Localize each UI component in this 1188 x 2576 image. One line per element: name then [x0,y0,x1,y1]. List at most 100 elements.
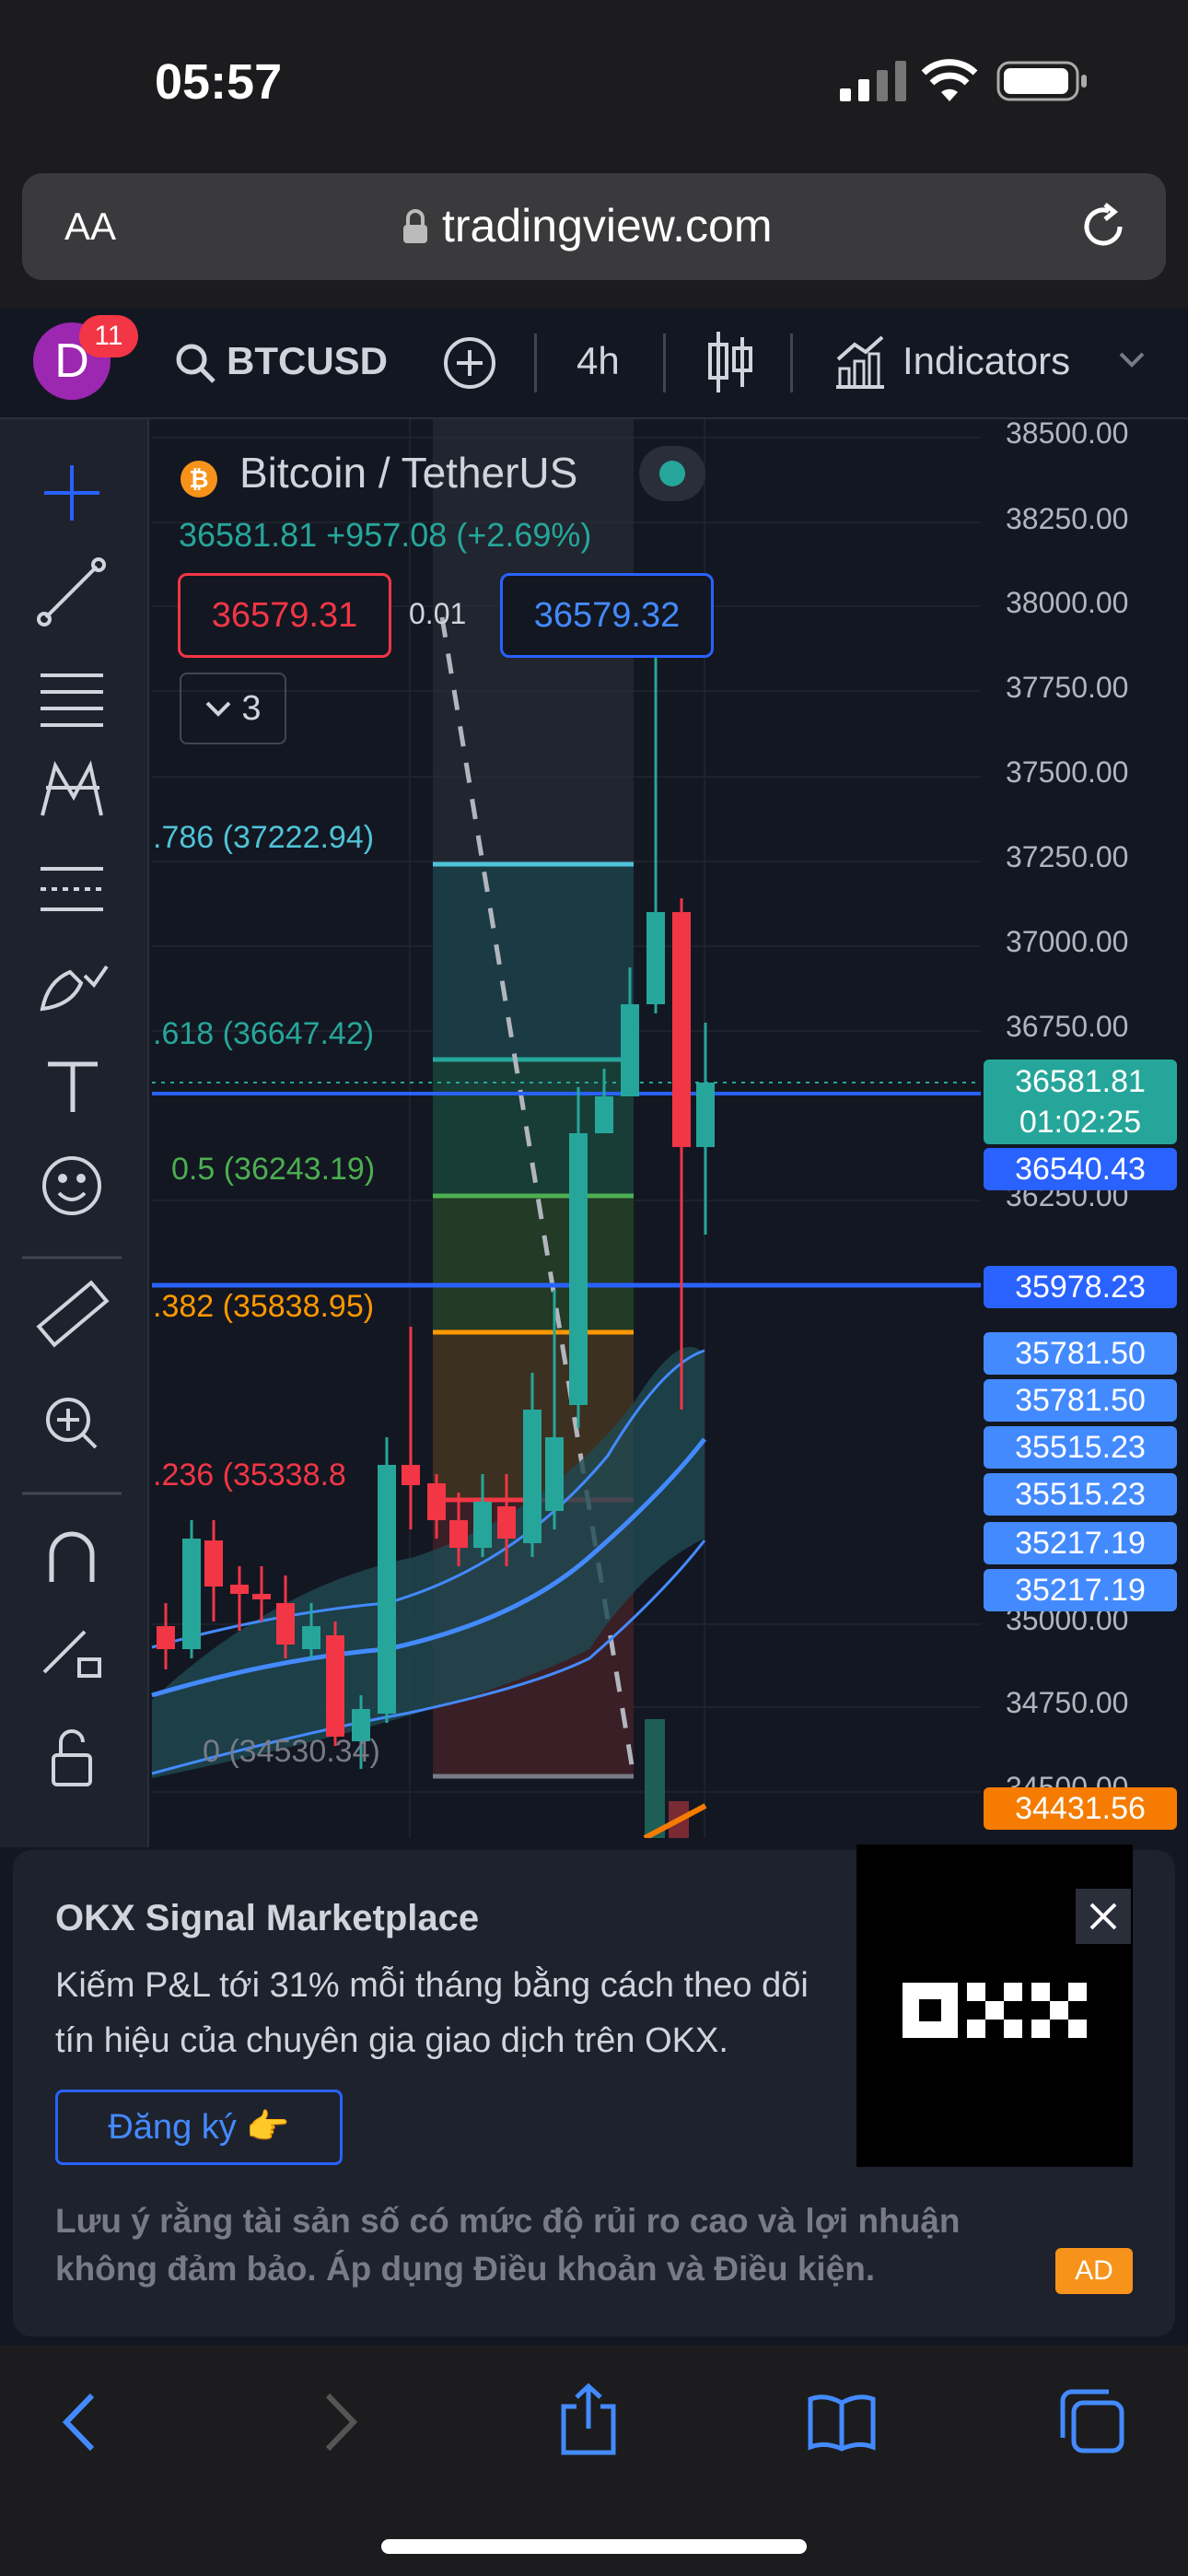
candle-body [473,1502,492,1548]
notification-badge: 11 [79,315,138,357]
clock: 05:57 [155,54,283,110]
fib-label-236: .236 (35338.8 [153,1458,346,1493]
emoji-icon [42,1156,101,1215]
chevron-down-icon [206,701,231,717]
bookmarks-icon[interactable] [807,2392,877,2453]
price-line-label: 35978.23 [984,1266,1177,1308]
trend-line-icon [37,557,106,626]
candle-body [545,1437,564,1511]
candle-body [646,912,665,1004]
band-label: 35515.23 [984,1426,1177,1469]
fib-label-0: 0 (34530.34) [203,1734,380,1769]
drawing-toolbar [0,419,149,1847]
current-price: 36581.81 [1015,1064,1146,1099]
back-icon[interactable] [61,2392,98,2453]
signal-icon [840,61,906,101]
candle-body [449,1520,468,1548]
brush-icon [40,965,109,1012]
ad-body-line: tín hiệu của chuyên gia giao dịch trên O… [55,2021,728,2060]
candle-body [621,1004,639,1096]
candle-body [204,1540,223,1587]
signup-button[interactable]: Đăng ký 👉 [55,2090,343,2165]
ad-disclaimer: Lưu ý rằng tài sản số có mức độ rủi ro c… [55,2202,961,2240]
volume-bar [645,1719,665,1838]
chevron-down-icon[interactable] [1118,350,1146,369]
buy-button[interactable]: 36579.32 [500,573,714,658]
band-upper [151,1349,705,1649]
drawing-tools-icons [22,465,122,1786]
close-icon[interactable] [1076,1889,1131,1944]
price-line-label: 36540.43 [984,1148,1177,1190]
fib-label-500: 0.5 (36243.19) [171,1152,376,1187]
battery-icon [996,61,1089,101]
status-bar [0,0,1188,166]
add-symbol-button[interactable] [442,335,497,391]
chart-canvas[interactable] [0,419,1188,1838]
band-label: 35217.19 [984,1569,1177,1611]
candle-body [427,1483,446,1520]
text-tool-icon [48,1061,98,1112]
candle-body [157,1626,175,1649]
axis-tick: 34750.00 [1006,1686,1129,1719]
band-lower [151,1540,706,1775]
toolbar-divider [790,334,793,392]
chart-toolbar [0,309,1188,419]
sell-button[interactable]: 36579.31 [178,573,391,658]
address-bar[interactable] [22,173,1166,280]
bitcoin-logo-icon: ₿ [181,461,217,498]
indicator-count: 3 [241,688,262,728]
candle-body [672,912,691,1147]
orange-line [643,1803,707,1838]
crosshair-icon [44,465,99,521]
symbol-title: Bitcoin / TetherUS [239,449,578,497]
share-icon[interactable] [558,2383,619,2456]
home-indicator [381,2539,807,2554]
axis-tick: 38500.00 [1006,416,1129,450]
unlock-icon [52,1729,92,1786]
symbol-search[interactable]: BTCUSD [227,339,388,382]
forward-icon[interactable] [322,2392,359,2453]
candle-body [378,1465,396,1714]
axis-tick: 37250.00 [1006,840,1129,873]
fib-trend-line [439,616,636,1777]
band-label: 35781.50 [984,1332,1177,1375]
tabs-icon[interactable] [1059,2388,1125,2454]
candle-body [230,1585,249,1594]
ad-badge: AD [1055,2248,1133,2294]
band-label: 35781.50 [984,1379,1177,1422]
search-icon[interactable] [173,341,217,385]
zoom-in-icon [46,1398,98,1449]
ad-body-line: Kiếm P&L tới 31% mỗi tháng bằng cách the… [55,1966,809,2005]
candles-icon[interactable] [707,332,753,392]
axis-tick: 37000.00 [1006,925,1129,958]
orange-price-label: 34431.56 [984,1787,1177,1830]
ruler-icon [36,1280,110,1348]
ad-title: OKX Signal Marketplace [55,1898,480,1938]
fib-zone [433,864,634,1060]
market-status-icon[interactable] [639,446,705,501]
browser-toolbar [0,2346,1188,2576]
band-middle [151,1437,706,1698]
indicators-icon[interactable] [834,334,886,389]
fib-zone [433,1196,634,1332]
lock-drawings-icon [42,1630,101,1678]
toolbar-divider [663,334,666,392]
text-size-button[interactable]: AA [64,205,117,248]
axis-tick: 37750.00 [1006,671,1129,704]
candle-body [252,1594,271,1599]
candle-body [326,1635,344,1737]
fib-retracement-icon [41,673,103,727]
legend-collapse-button[interactable]: 3 [180,673,286,744]
reload-icon[interactable] [1077,201,1129,252]
ohlc-summary: 36581.81 +957.08 (+2.69%) [179,516,592,554]
indicators-button[interactable]: Indicators [903,339,1071,382]
candle-body [302,1626,320,1649]
candle-body [497,1506,516,1539]
candle-body [402,1465,420,1485]
interval-button[interactable]: 4h [577,339,620,382]
ad-disclaimer: không đảm bảo. Áp dụng Điều khoản và Điề… [55,2250,876,2288]
toolbar-divider [534,334,537,392]
axis-tick: 38000.00 [1006,586,1129,619]
url-text[interactable]: tradingview.com [442,200,773,252]
prediction-icon [41,867,103,911]
